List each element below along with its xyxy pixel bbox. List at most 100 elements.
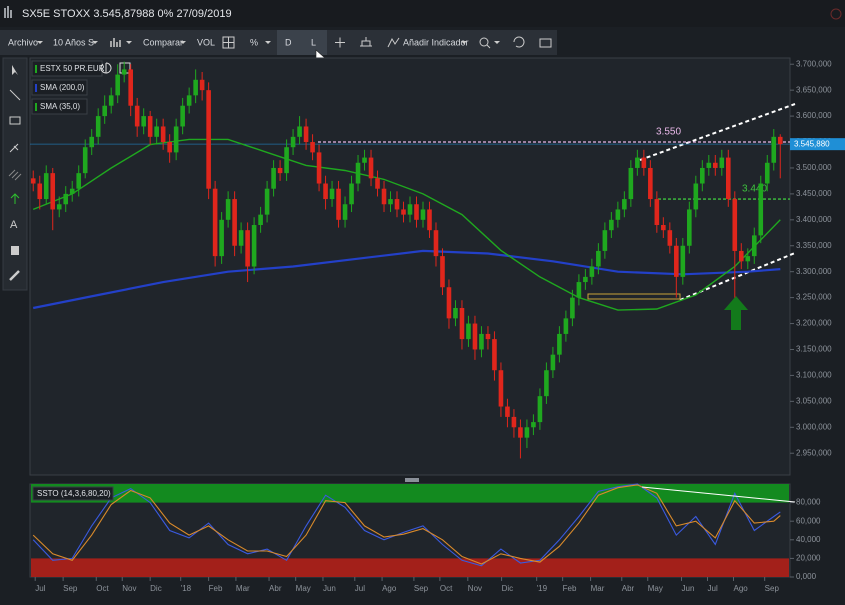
candle-body xyxy=(771,136,777,163)
arrow-tool[interactable] xyxy=(10,193,20,204)
y-tick-label: 0,000 xyxy=(796,572,817,581)
candle-body xyxy=(609,219,614,231)
stoch-line xyxy=(32,483,781,567)
caret xyxy=(92,41,98,44)
candle-body xyxy=(193,79,198,96)
select-tool[interactable] xyxy=(12,65,18,75)
x-tick-label: Abr xyxy=(269,584,282,593)
candle-body xyxy=(680,245,686,277)
menu-archivo[interactable]: Archivo xyxy=(8,37,38,47)
candle-body xyxy=(219,219,224,257)
legend-box xyxy=(31,79,88,96)
close-icon[interactable] xyxy=(830,8,842,20)
legend-swatch xyxy=(35,65,37,73)
tool-button[interactable] xyxy=(360,37,372,47)
support-box xyxy=(587,293,681,300)
candle-body xyxy=(758,183,764,236)
candle-body xyxy=(115,74,120,96)
candle-body xyxy=(108,95,114,106)
candle-body xyxy=(751,235,757,257)
y-tick-label: 3.300,000 xyxy=(796,267,832,276)
delete-tool[interactable] xyxy=(11,246,19,255)
period-select[interactable]: 10 Años S xyxy=(53,37,94,47)
candle-body xyxy=(777,136,783,145)
caret xyxy=(265,41,271,44)
print-button[interactable] xyxy=(539,38,552,48)
candle-body xyxy=(511,416,517,428)
candle-body xyxy=(693,183,699,210)
crosshair-button[interactable] xyxy=(335,37,345,48)
candle-body xyxy=(102,105,108,117)
daily-button[interactable]: D xyxy=(285,37,292,47)
candle-body xyxy=(180,105,185,127)
candle-body xyxy=(687,209,692,246)
x-tick-label: May xyxy=(296,584,311,593)
chart-type-icon[interactable] xyxy=(110,38,121,47)
candle-body xyxy=(76,173,82,189)
percent-button[interactable]: % xyxy=(250,37,258,47)
line-tool[interactable] xyxy=(9,89,21,101)
candle-body xyxy=(420,209,426,220)
candle-body xyxy=(615,209,621,220)
candle-body xyxy=(661,225,666,231)
candle-body xyxy=(667,230,673,246)
candle-body xyxy=(531,422,536,428)
candle-body xyxy=(342,204,348,220)
log-button[interactable]: L xyxy=(311,37,316,47)
compare-button[interactable]: Comparar xyxy=(143,37,183,47)
legend-box xyxy=(31,98,88,115)
x-tick-label: Sep xyxy=(63,584,78,593)
add-indicator-button[interactable]: Añadir Indicador xyxy=(403,37,469,47)
candle-body xyxy=(537,396,543,423)
candle-body xyxy=(446,287,452,319)
x-tick-label: Jun xyxy=(682,584,695,593)
volume-button[interactable]: VOL xyxy=(197,37,215,47)
stoch-trend-line xyxy=(641,486,796,503)
candle-body xyxy=(654,199,660,226)
candle-body xyxy=(297,126,302,137)
candle-body xyxy=(160,126,166,143)
last-price-box xyxy=(790,138,845,151)
candle-body xyxy=(453,307,458,319)
candle-body xyxy=(570,297,575,319)
candle-body xyxy=(37,183,43,200)
candle-body xyxy=(277,167,283,174)
grid-icon xyxy=(223,37,234,48)
refresh-button[interactable] xyxy=(513,36,525,48)
fib-tool[interactable] xyxy=(8,169,22,181)
candle-body xyxy=(121,69,127,75)
pen-tool[interactable] xyxy=(9,143,19,153)
text-tool[interactable]: A xyxy=(10,219,18,231)
candle-body xyxy=(30,178,36,184)
candle-body xyxy=(407,204,413,215)
candle-body xyxy=(732,199,738,251)
rect-tool[interactable] xyxy=(9,116,21,125)
candle-body xyxy=(362,157,367,163)
candle-body xyxy=(700,167,705,184)
candle-body xyxy=(433,230,439,257)
candle-body xyxy=(245,230,250,267)
x-tick-label: '19 xyxy=(537,584,548,593)
candle-body xyxy=(589,266,595,277)
zoom-button[interactable] xyxy=(479,37,489,47)
refresh-icon[interactable] xyxy=(100,62,112,74)
candle-body xyxy=(206,90,211,189)
stoch-zone xyxy=(31,484,789,503)
legend-swatch xyxy=(35,103,37,111)
x-tick-label: Ago xyxy=(382,584,397,593)
candle-body xyxy=(712,162,718,168)
x-tick-label: Mar xyxy=(236,584,250,593)
candle-body xyxy=(576,282,582,298)
x-tick-label: Abr xyxy=(622,584,635,593)
legend-label: ESTX 50 PR.EUR xyxy=(40,64,105,73)
candle-body xyxy=(167,142,172,153)
y-tick-label: 3.350,000 xyxy=(796,241,832,250)
y-tick-label: 40,000 xyxy=(796,535,821,544)
green-arrow xyxy=(724,296,748,330)
ruler-tool[interactable] xyxy=(9,270,20,281)
x-tick-label: Jun xyxy=(323,584,336,593)
panel-splitter[interactable] xyxy=(405,478,419,482)
last-price-label: 3.545,880 xyxy=(794,139,830,148)
x-tick-label: Nov xyxy=(122,584,136,593)
candle-body xyxy=(147,116,153,137)
